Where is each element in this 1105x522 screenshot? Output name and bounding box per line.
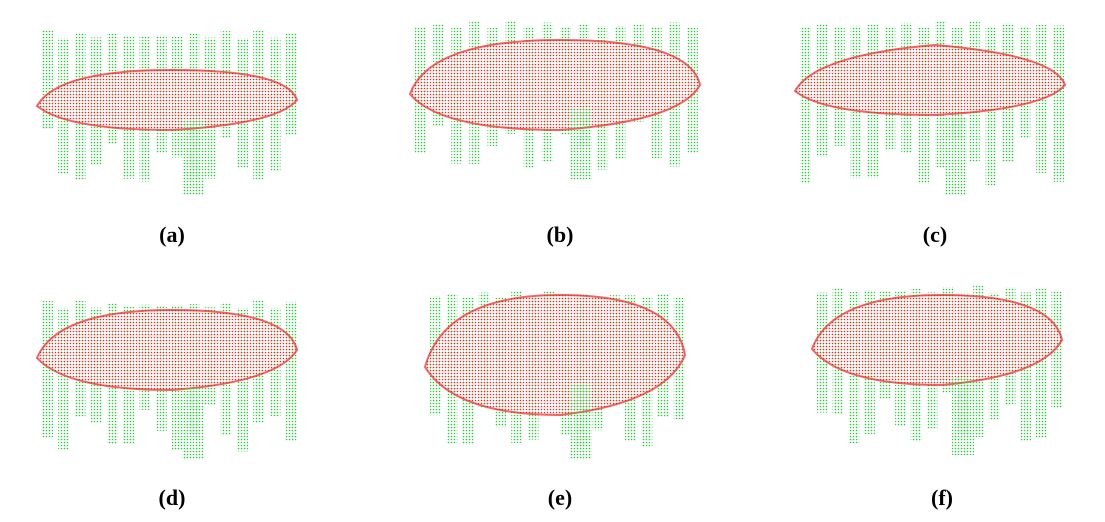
green-leg xyxy=(182,388,204,460)
page: (a)(b)(c)(d)(e)(f) (() => { const data =… xyxy=(0,0,1105,522)
green-stripe xyxy=(800,27,811,184)
panel-caption: (a) xyxy=(159,222,185,247)
green-leg xyxy=(945,116,967,195)
green-leg xyxy=(570,108,592,180)
panel-caption: (d) xyxy=(159,485,186,510)
green-stripe xyxy=(286,33,297,135)
point-cloud-image: (d) xyxy=(37,300,297,510)
point-cloud-image: (e) xyxy=(425,291,685,510)
figure: (a) (b) (c) (d) (e) (f) xyxy=(0,0,1105,522)
panel-caption: (c) xyxy=(923,222,947,247)
green-leg xyxy=(182,121,204,195)
point-cloud-image: (b) xyxy=(410,21,700,247)
panel-caption: (f) xyxy=(931,485,953,510)
panel-caption: (b) xyxy=(547,222,574,247)
green-stripe xyxy=(1053,26,1064,182)
green-leg xyxy=(570,384,592,461)
green-leg xyxy=(952,379,974,456)
green-stripe xyxy=(286,302,297,441)
point-cloud-image: (c) xyxy=(795,21,1065,247)
point-cloud-image: (f) xyxy=(812,285,1062,510)
panel-caption: (e) xyxy=(548,485,572,510)
point-cloud-image: (a) xyxy=(37,30,297,247)
